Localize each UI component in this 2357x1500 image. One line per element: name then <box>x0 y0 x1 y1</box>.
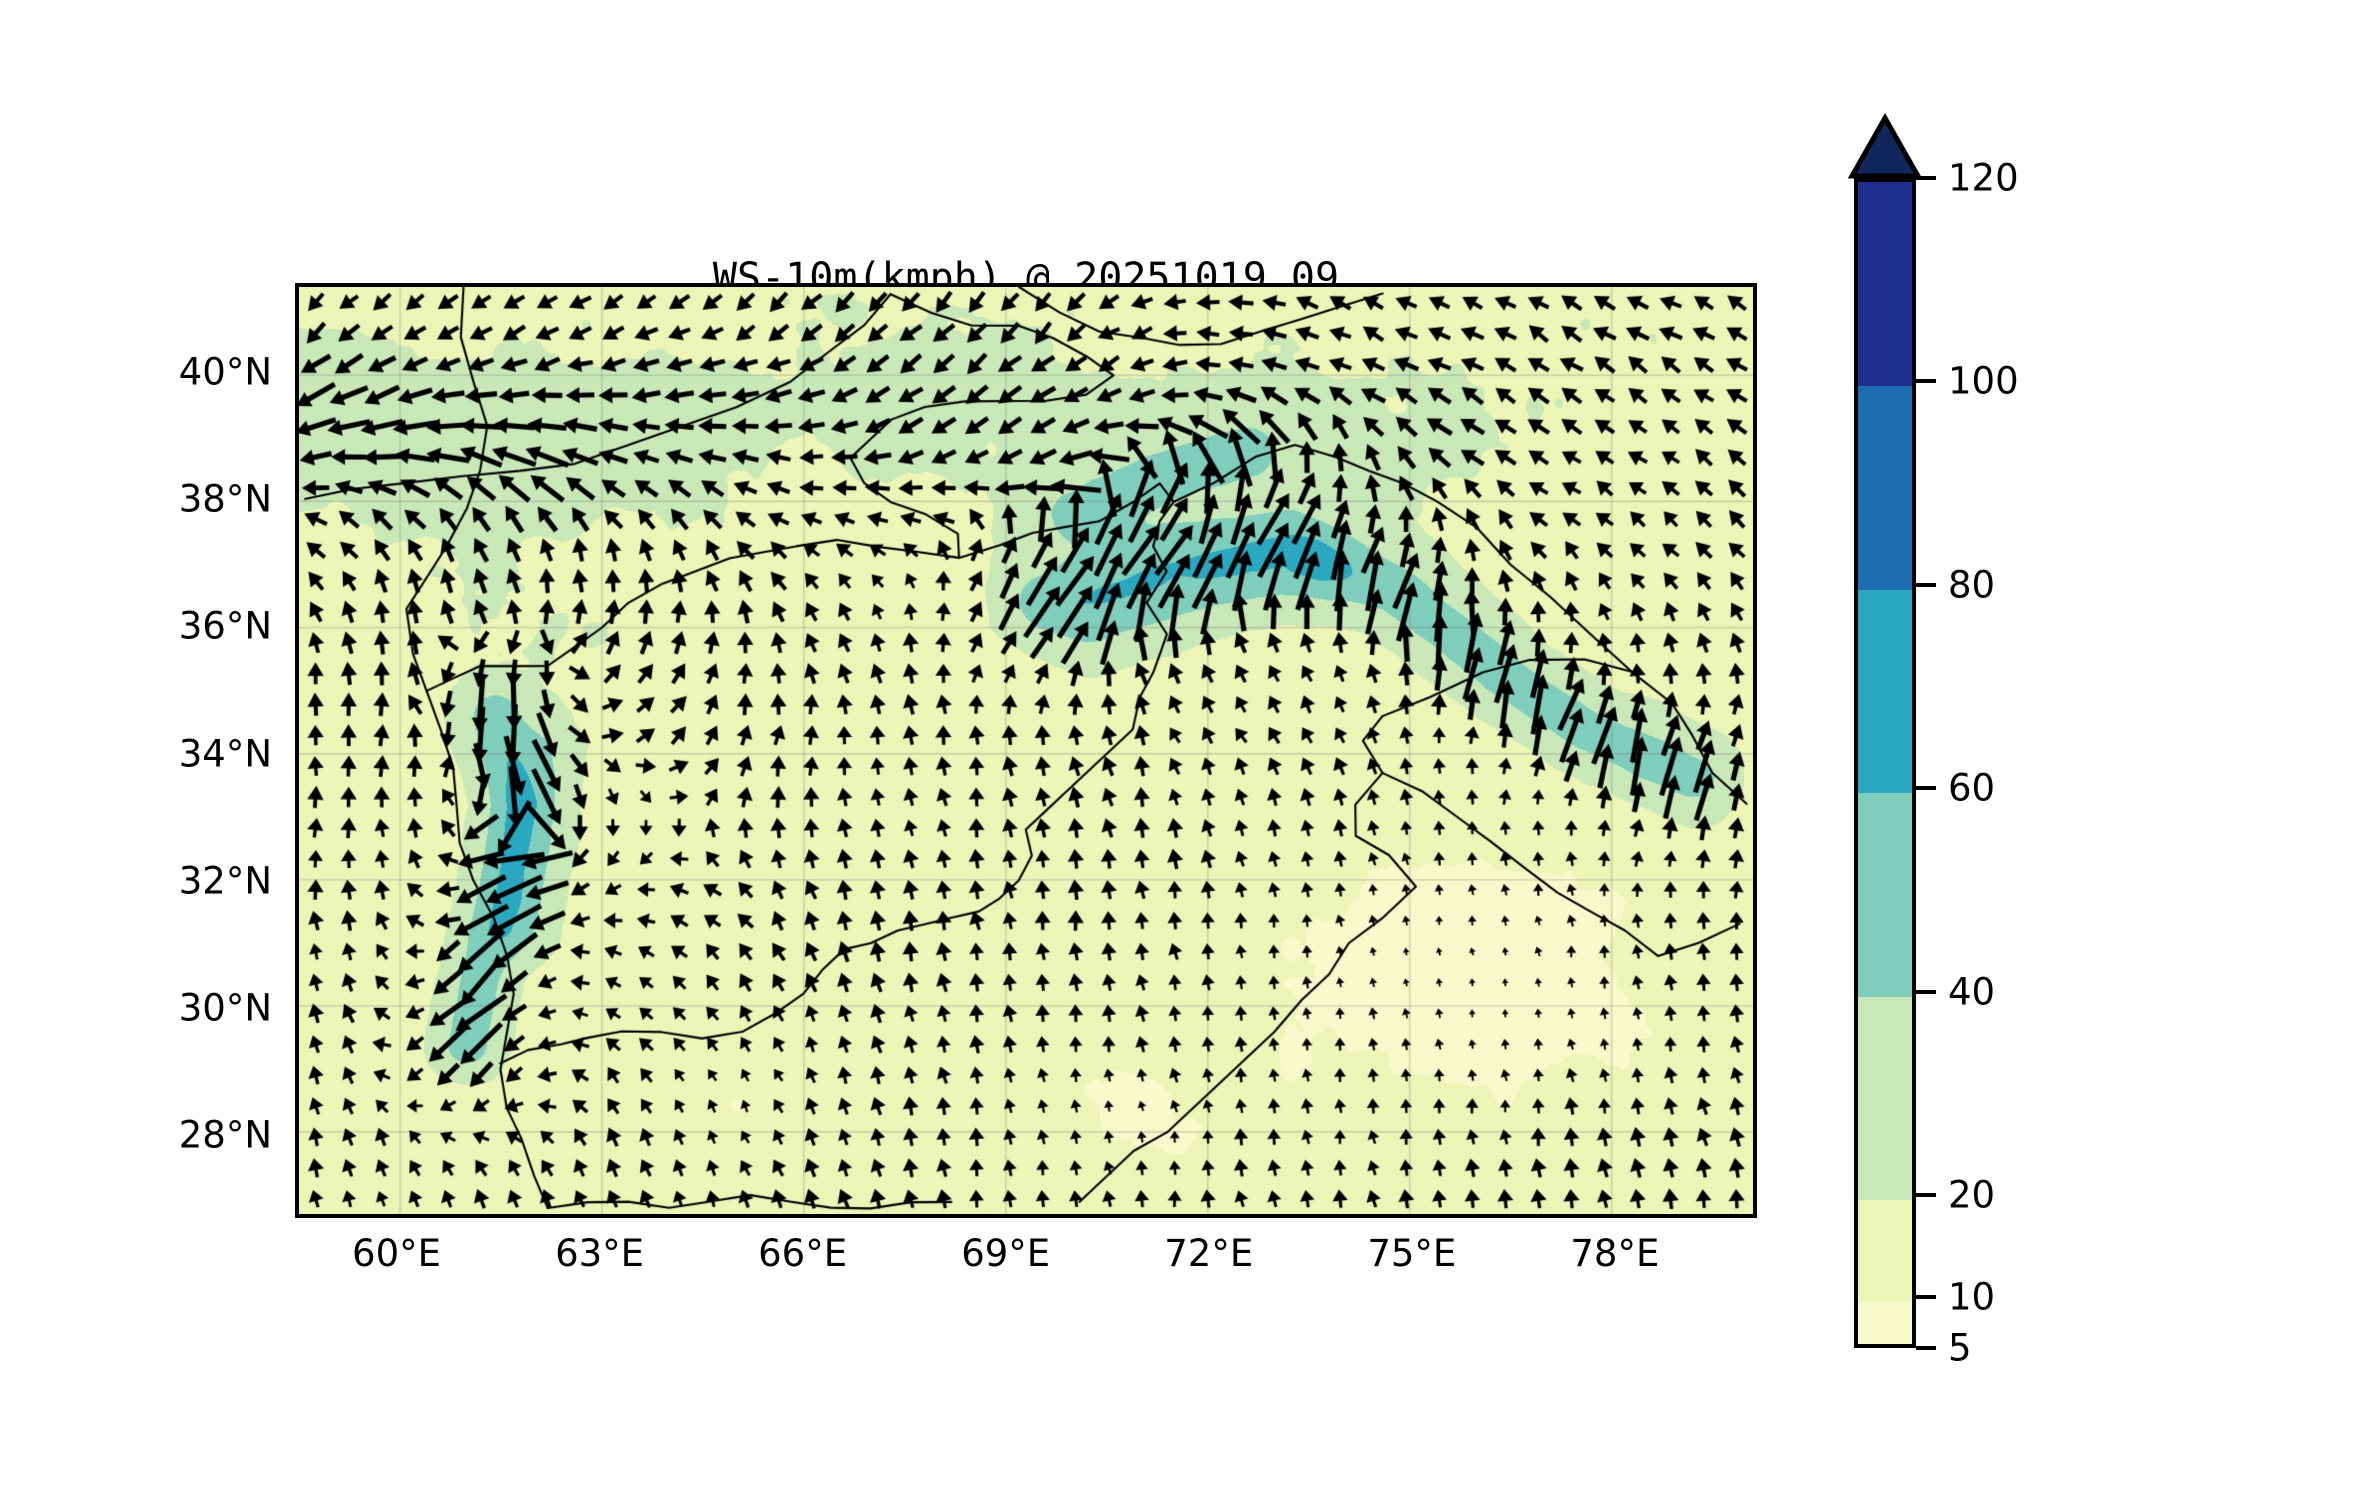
x-axis-tick-label: 69°E <box>961 1232 1051 1275</box>
colorbar-tick-label: 60 <box>1948 766 1996 810</box>
colorbar-tick-mark <box>1916 1193 1936 1198</box>
colorbar-tick-mark <box>1916 176 1936 180</box>
x-axis-tick-label: 66°E <box>758 1232 848 1275</box>
colorbar-tick-mark <box>1916 989 1936 994</box>
y-axis-tick-label: 28°N <box>178 1113 272 1157</box>
y-axis-tick-label: 38°N <box>178 477 272 521</box>
colorbar-tick-label: 20 <box>1948 1173 1996 1217</box>
colorbar-gradient-bars <box>1854 178 1916 1348</box>
colorbar-tick-label: 10 <box>1948 1275 1996 1319</box>
colorbar-band <box>1858 1199 1912 1303</box>
colorbar-tick-mark <box>1916 582 1936 587</box>
colorbar-tick-label: 120 <box>1948 156 2019 200</box>
colorbar-tick-mark <box>1916 1295 1936 1300</box>
colorbar-band <box>1858 182 1912 387</box>
y-axis-tick-label: 32°N <box>178 859 272 903</box>
colorbar-band <box>1858 995 1912 1201</box>
colorbar-band <box>1858 385 1912 590</box>
colorbar-tick-label: 40 <box>1948 970 1996 1014</box>
colorbar-tick-mark <box>1916 1346 1936 1350</box>
colorbar: 120 100 80 60 40 20 10 5 <box>1847 112 2019 1370</box>
x-axis-tick-label: 72°E <box>1164 1232 1254 1275</box>
y-axis-tick-label: 34°N <box>178 732 272 776</box>
x-axis-tick-label: 60°E <box>352 1232 441 1275</box>
x-axis-tick-label: 63°E <box>555 1232 645 1275</box>
colorbar-tick-mark <box>1916 786 1936 791</box>
y-axis-tick-label: 30°N <box>178 986 272 1030</box>
colorbar-tick-label: 100 <box>1948 359 2019 403</box>
colorbar-band <box>1858 792 1912 997</box>
y-axis-tick-label: 36°N <box>178 604 272 648</box>
colorbar-band <box>1858 1301 1912 1344</box>
x-axis-tick-label: 75°E <box>1367 1232 1457 1275</box>
colorbar-extend-max-arrow-icon <box>1847 112 1923 179</box>
colorbar-tick-label: 80 <box>1948 563 1996 607</box>
map-plot-area <box>295 283 1757 1218</box>
colorbar-tick-mark <box>1916 379 1936 384</box>
y-axis-tick-label: 40°N <box>178 350 272 394</box>
colorbar-band <box>1858 588 1912 794</box>
wind-speed-map-canvas <box>299 287 1753 1214</box>
x-axis-tick-label: 78°E <box>1570 1232 1660 1275</box>
colorbar-tick-label: 5 <box>1948 1326 1972 1370</box>
